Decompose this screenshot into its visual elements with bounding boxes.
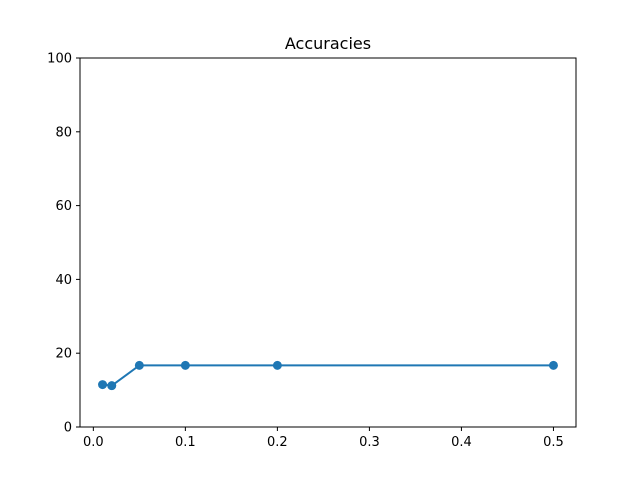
axis-ticks: 0.0 0.1 0.2 0.3 0.4 0.5 0 20 40 60 80 100 (47, 52, 564, 451)
y-tick-label: 40 (55, 273, 72, 288)
x-tick-label: 0.0 (83, 435, 104, 450)
x-tick-label: 0.5 (543, 435, 564, 450)
x-tick-label: 0.3 (359, 435, 380, 450)
y-tick-label: 80 (55, 125, 72, 140)
y-tick-label: 0 (64, 421, 72, 436)
plot-area-frame (79, 57, 577, 428)
chart-title: Accuracies (285, 34, 371, 53)
data-point (272, 360, 282, 370)
x-tick-label: 0.1 (175, 435, 196, 450)
data-point (180, 360, 190, 370)
x-tick-label: 0.2 (267, 435, 288, 450)
series-layer (98, 360, 558, 391)
data-point (98, 380, 108, 390)
data-point (134, 360, 144, 370)
series-line (101, 364, 555, 387)
y-tick-label: 20 (55, 347, 72, 362)
data-point (107, 381, 117, 391)
y-tick-label: 60 (55, 199, 72, 214)
data-point (548, 360, 558, 370)
y-tick-label: 100 (47, 52, 72, 67)
x-tick-label: 0.4 (451, 435, 472, 450)
